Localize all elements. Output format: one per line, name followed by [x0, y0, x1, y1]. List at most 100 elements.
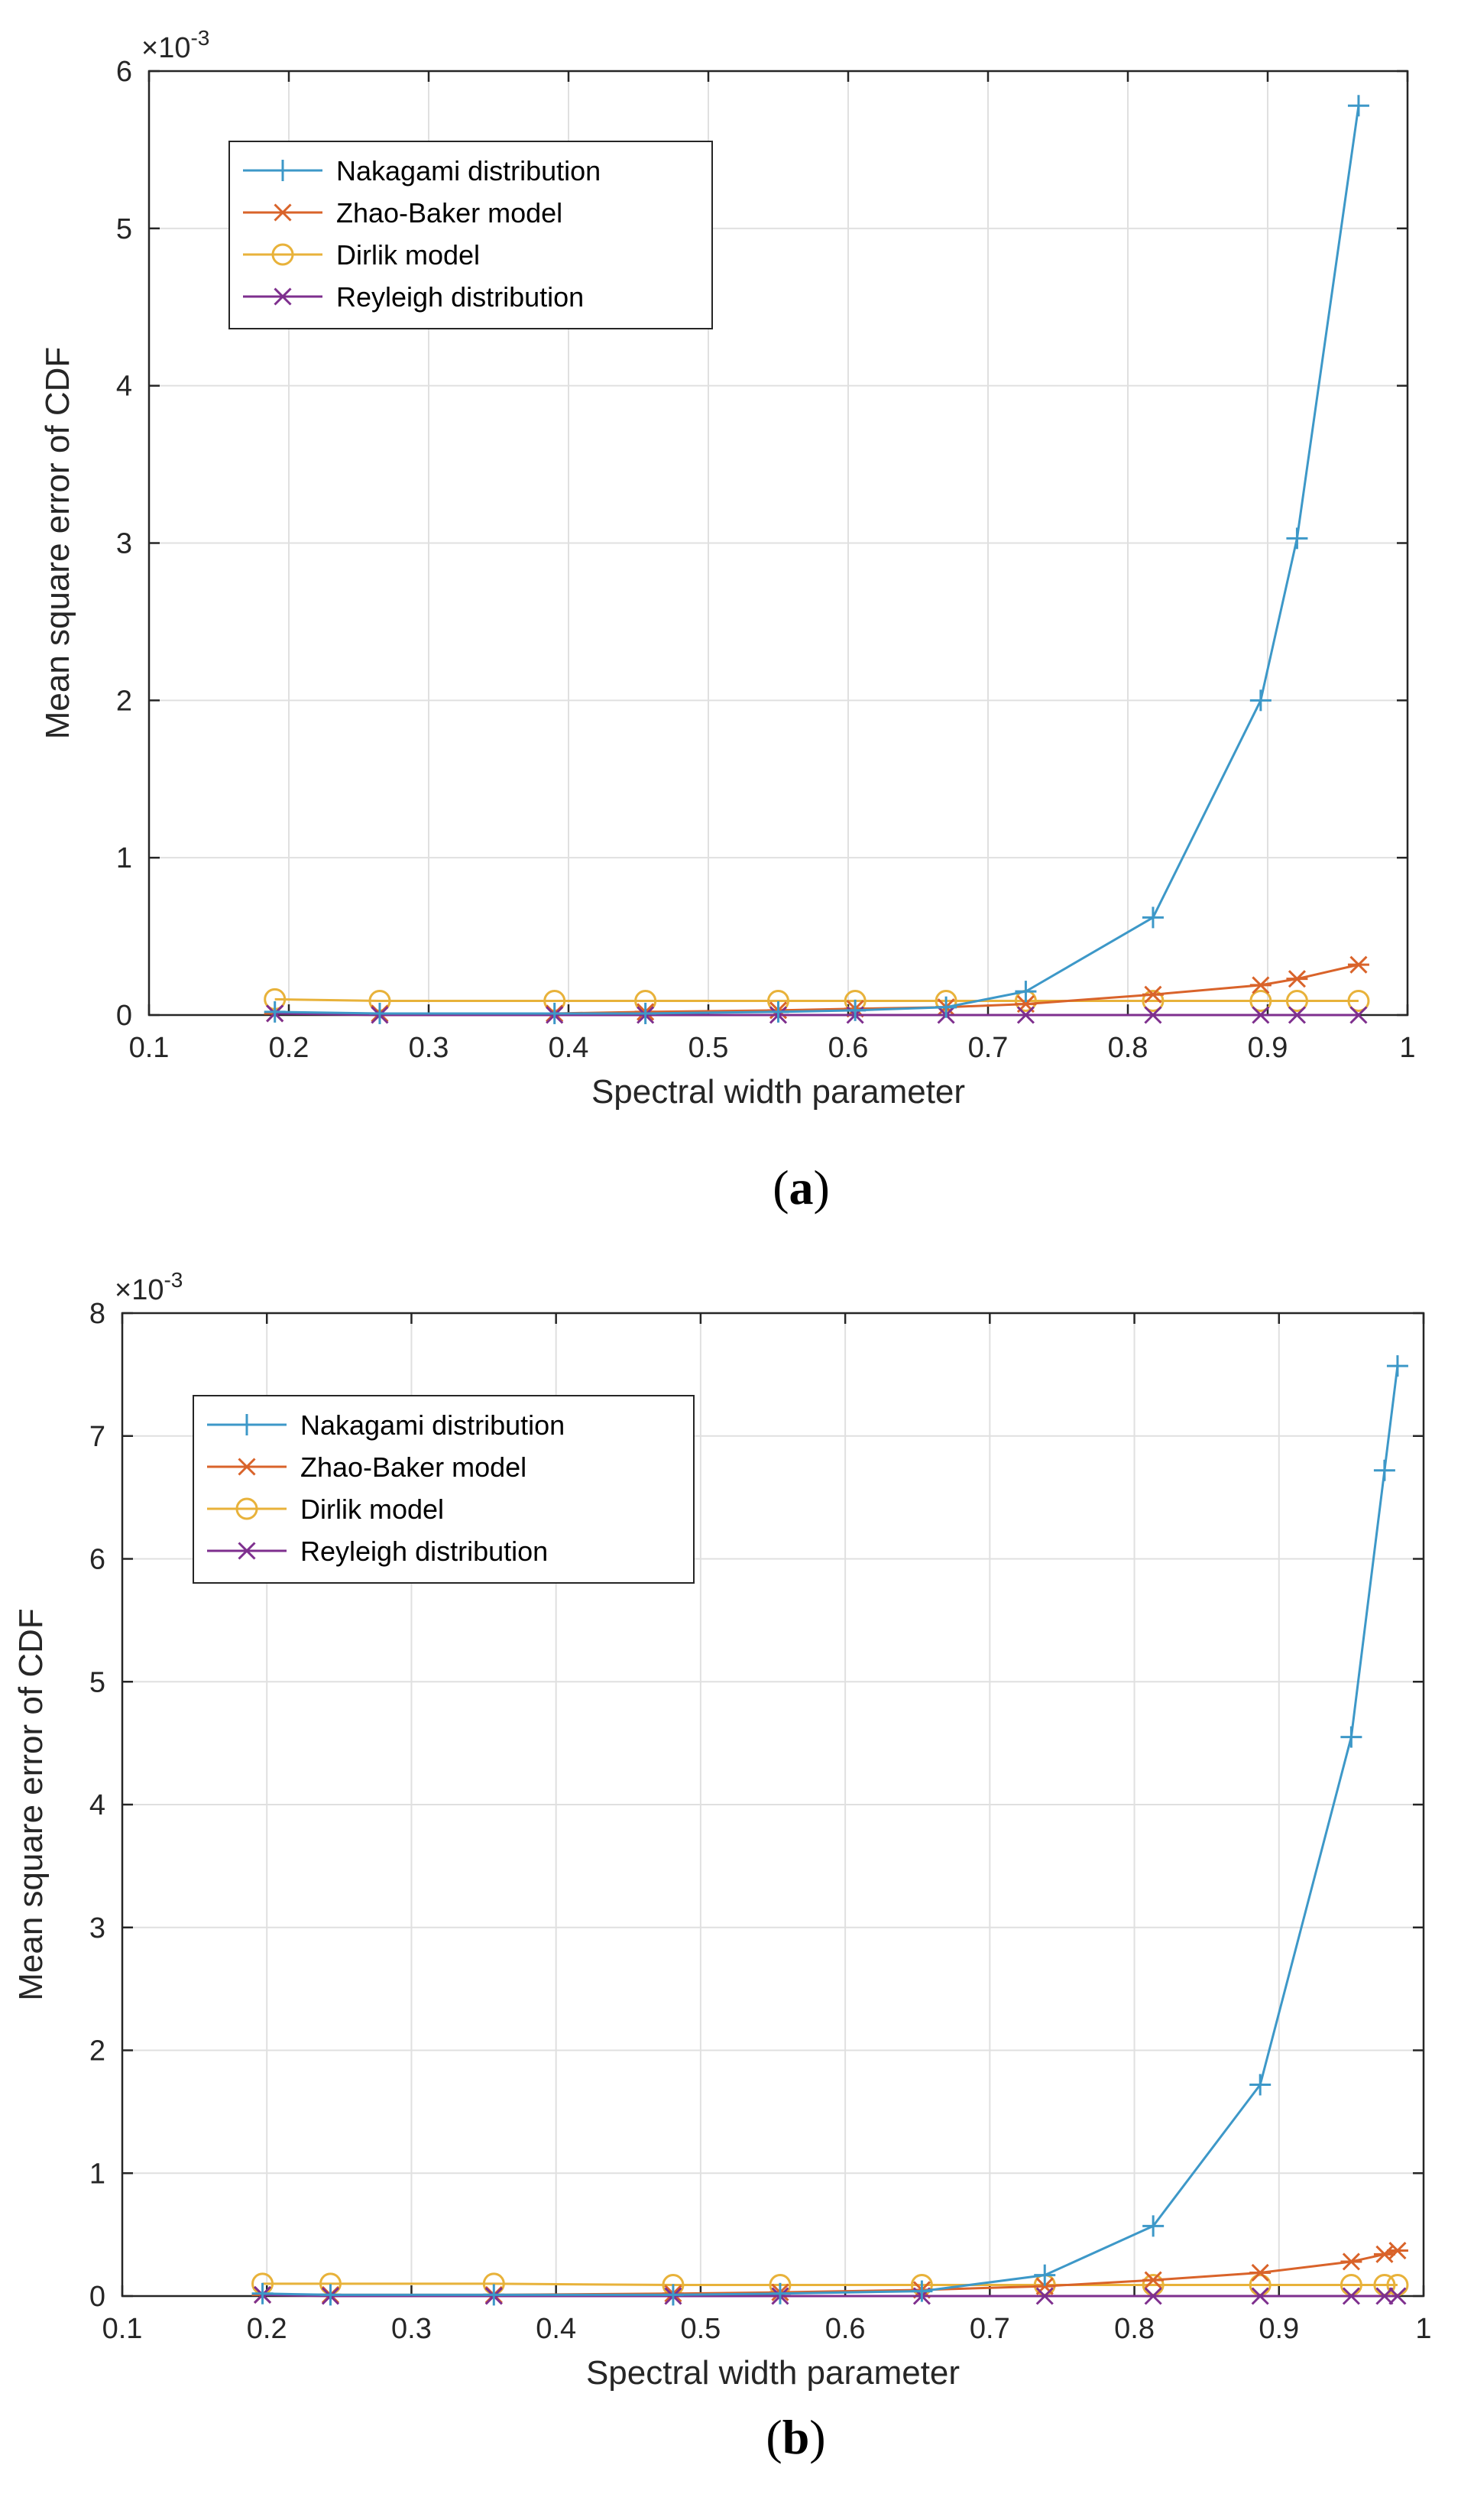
marker-stroke	[1251, 2287, 1269, 2305]
data-point-rayleigh	[1288, 1006, 1306, 1024]
y-ticks: 0 1 2 3 4 5 6 7 8	[89, 1298, 1424, 2313]
data-point-dirlik	[1249, 989, 1272, 1012]
marker-stroke	[1347, 989, 1370, 1012]
y-tick-label: 7	[89, 1421, 105, 1453]
x-tick-label: 0.9	[1259, 2313, 1299, 2345]
series-line-dirlik	[274, 997, 1359, 1002]
legend-marker	[272, 203, 293, 222]
marker-stroke	[1144, 985, 1162, 1004]
y-axis-label: Mean square error of CDF	[12, 1608, 50, 2001]
data-point-nakagami	[1347, 95, 1369, 117]
marker-stroke	[274, 287, 292, 306]
data-point-rayleigh	[1252, 1006, 1270, 1024]
data-point-zhao_baker	[1249, 2263, 1272, 2282]
data-point-nakagami	[911, 2280, 933, 2302]
marker-stroke	[238, 1542, 256, 1560]
legend-marker	[238, 1542, 256, 1560]
legend-marker	[274, 287, 292, 306]
y-exponent-power: -3	[190, 26, 209, 50]
y-exponent-base: ×10	[115, 1274, 164, 1306]
data-point-zhao_baker	[1373, 2245, 1395, 2263]
data-point-nakagami	[251, 2282, 274, 2304]
y-exponent-label: ×10-3	[115, 1268, 183, 1306]
legend-label: Reyleigh distribution	[336, 281, 584, 313]
data-point-nakagami	[368, 1002, 390, 1024]
legend-item-rayleigh: Reyleigh distribution	[243, 281, 584, 313]
data-point-nakagami	[1249, 2074, 1272, 2096]
x-tick-label: 0.6	[828, 1032, 869, 1064]
caption-paren: (	[766, 2410, 782, 2464]
caption-paren: )	[814, 1160, 830, 1215]
y-tick-label: 0	[116, 1000, 132, 1032]
y-axis-label: Mean square error of CDF	[39, 347, 76, 740]
y-exponent-label: ×10-3	[141, 26, 209, 64]
marker-stroke	[1342, 2252, 1360, 2271]
legend-item-dirlik: Dirlik model	[243, 239, 480, 271]
data-point-rayleigh	[1144, 1006, 1162, 1024]
marker-stroke	[1144, 1006, 1162, 1024]
marker-stroke	[1288, 1006, 1306, 1024]
y-tick-label: 1	[116, 842, 132, 874]
legend-item-nakagami: Nakagami distribution	[207, 1409, 565, 1441]
marker-stroke	[1252, 976, 1270, 994]
legend: Nakagami distribution Zhao-Baker model Dir…	[228, 141, 713, 329]
marker-stroke	[1349, 1006, 1368, 1024]
data-point-nakagami	[264, 1001, 286, 1023]
y-tick-label: 4	[89, 1789, 105, 1821]
data-point-nakagami	[634, 1002, 656, 1024]
legend-label: Zhao-Baker model	[300, 1451, 526, 1483]
y-tick-label: 8	[89, 1298, 105, 1330]
data-point-nakagami	[1249, 689, 1272, 712]
marker-stroke	[1388, 2287, 1407, 2305]
x-tick-label: 0.1	[102, 2313, 143, 2345]
data-point-nakagami	[483, 2284, 505, 2306]
x-tick-label: 0.7	[968, 1032, 1009, 1064]
x-tick-label: 0.2	[247, 2313, 287, 2345]
y-tick-label: 2	[116, 685, 132, 717]
marker-stroke	[1375, 2287, 1394, 2305]
legend-item-dirlik: Dirlik model	[207, 1494, 444, 1525]
data-point-nakagami	[319, 2284, 342, 2306]
legend-marker	[272, 160, 293, 181]
legend-item-nakagami: Nakagami distribution	[243, 155, 601, 186]
caption-paren: (	[773, 1160, 789, 1215]
series-nakagami	[264, 95, 1369, 1024]
data-point-zhao_baker	[1347, 955, 1369, 974]
series-line-rayleigh	[262, 2293, 1398, 2298]
data-point-nakagami	[1286, 527, 1308, 550]
x-tick-label: 0.6	[825, 2313, 866, 2345]
marker-stroke	[1144, 2271, 1162, 2289]
marker-stroke	[1142, 989, 1165, 1012]
y-exponent-base: ×10	[141, 32, 190, 64]
series-nakagami	[251, 1355, 1408, 2306]
x-ticks: 0.1 0.2 0.3 0.4 0.5 0.6 0.7 0.8 0.9 1	[102, 1313, 1432, 2345]
x-tick-label: 0.1	[129, 1032, 170, 1064]
marker-stroke	[235, 1497, 258, 1520]
data-point-nakagami	[935, 996, 957, 1018]
marker-stroke	[1349, 955, 1368, 974]
x-axis-label: Spectral width parameter	[586, 2354, 960, 2392]
data-point-nakagami	[769, 2282, 791, 2304]
marker-stroke	[238, 1458, 256, 1476]
chart-panel-b: 0.1 0.2 0.3 0.4 0.5 0.6 0.7 0.8 0.9 1 0 1 2 3 4 5 6 7 8 ×10…	[12, 1268, 1432, 2464]
marker-stroke	[1288, 970, 1306, 988]
x-tick-label: 0.5	[680, 2313, 721, 2345]
x-axis-label: Spectral width parameter	[591, 1073, 965, 1111]
y-tick-label: 3	[89, 1912, 105, 1944]
series-line-rayleigh	[274, 1012, 1359, 1017]
data-point-rayleigh	[1016, 1006, 1035, 1024]
y-tick-label: 1	[89, 2158, 105, 2190]
legend-marker	[236, 1414, 258, 1435]
data-point-zhao_baker	[1142, 985, 1164, 1004]
marker-stroke	[1249, 989, 1272, 1012]
data-point-nakagami	[662, 2284, 684, 2306]
data-point-nakagami	[1386, 1355, 1408, 1377]
legend-item-zhao_baker: Zhao-Baker model	[207, 1451, 526, 1483]
x-tick-label: 0.3	[409, 1032, 449, 1064]
data-point-zhao_baker	[1249, 976, 1272, 994]
legend-label: Dirlik model	[336, 239, 480, 271]
legend-marker	[235, 1497, 258, 1520]
marker-stroke	[1388, 2241, 1407, 2260]
data-point-zhao_baker	[1340, 2252, 1362, 2271]
legend-label: Dirlik model	[300, 1494, 444, 1525]
